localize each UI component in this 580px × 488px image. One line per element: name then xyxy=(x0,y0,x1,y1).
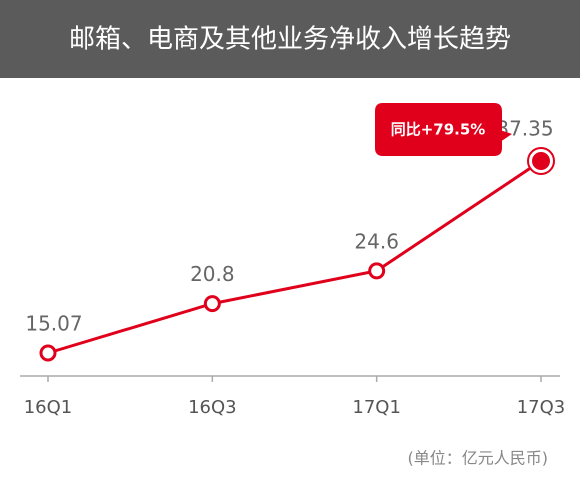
value-label: 24.6 xyxy=(354,229,399,253)
unit-note: (单位：亿元人民币) xyxy=(408,449,549,468)
point xyxy=(368,262,386,280)
x-tick-label: 17Q1 xyxy=(352,397,401,418)
x-tick-label: 17Q3 xyxy=(517,397,566,418)
point xyxy=(203,295,221,313)
header-bar xyxy=(0,0,580,78)
value-label: 15.07 xyxy=(25,312,82,336)
point xyxy=(39,344,57,362)
x-tick-label: 16Q3 xyxy=(188,397,237,418)
annotation: 同比+79.5% xyxy=(391,121,486,139)
callout xyxy=(375,103,512,156)
value-label: 20.8 xyxy=(190,262,235,286)
point xyxy=(532,152,550,170)
line xyxy=(47,159,542,355)
x-tick-label: 16Q1 xyxy=(24,397,73,418)
chart-title: 邮箱、电商及其他业务净收入增长趋势 xyxy=(69,25,511,55)
